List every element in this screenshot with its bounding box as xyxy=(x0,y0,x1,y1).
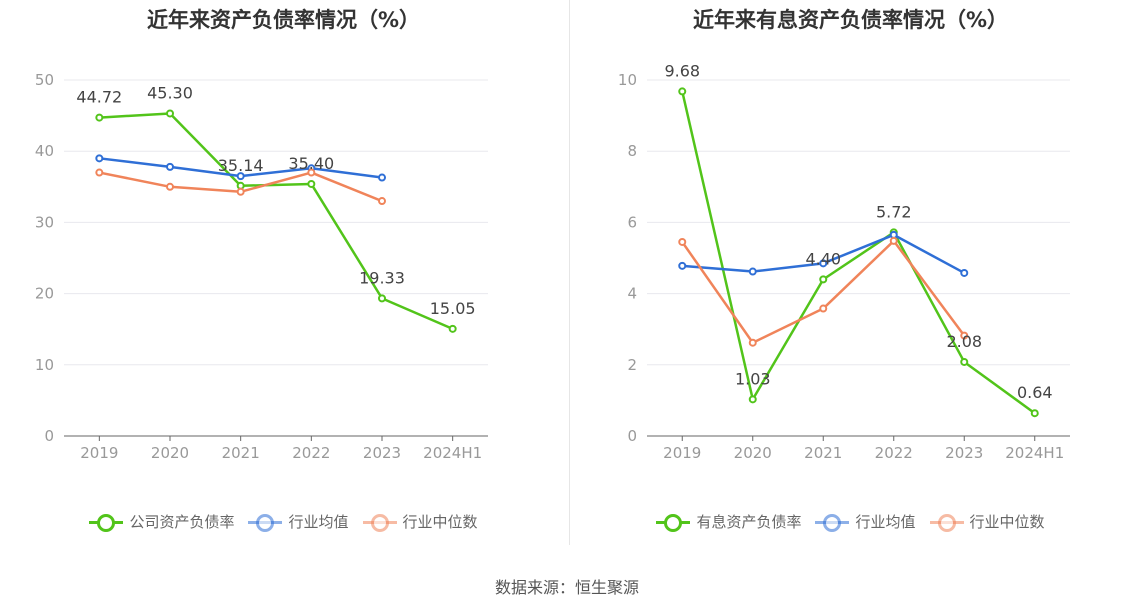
y-tick-label: 10 xyxy=(618,71,637,89)
x-tick-label: 2019 xyxy=(80,444,118,462)
legend-label: 有息资产负债率 xyxy=(696,513,802,531)
y-tick-label: 4 xyxy=(627,285,637,303)
data-label: 19.33 xyxy=(359,268,405,287)
legend-item[interactable]: 行业均值 xyxy=(815,511,916,532)
legend-marker-icon xyxy=(815,512,850,532)
data-label: 15.05 xyxy=(430,299,476,318)
series-line xyxy=(681,91,1036,415)
x-tick-label: 2019 xyxy=(663,444,701,462)
data-label: 9.68 xyxy=(664,61,700,80)
data-point xyxy=(1030,409,1039,418)
data-point xyxy=(448,324,457,333)
data-label: 35.40 xyxy=(288,154,334,173)
legend-marker-icon xyxy=(89,512,124,532)
chart-legend: 有息资产负债率 行业均值 行业中位数 xyxy=(567,511,1134,532)
data-point xyxy=(678,237,687,246)
legend-item[interactable]: 行业中位数 xyxy=(929,511,1045,532)
data-label: 0.64 xyxy=(1017,383,1053,402)
x-tick-label: 2024H1 xyxy=(423,444,482,462)
y-tick-label: 0 xyxy=(627,427,637,445)
data-label: 44.72 xyxy=(76,88,122,107)
legend-marker-icon xyxy=(248,512,283,532)
data-point xyxy=(748,338,757,347)
data-point xyxy=(819,304,828,313)
x-tick-label: 2023 xyxy=(945,444,983,462)
chart-panel-left: 近年来资产负债率情况（%） 0 10 20 30 40 50 2019 2020 2021 202… xyxy=(0,0,567,560)
y-tick-label: 0 xyxy=(44,427,54,445)
series-line xyxy=(99,112,454,330)
chart-panel-right: 近年来有息资产负债率情况（%） 0 2 4 6 8 10 2019 2020 2021 2022 2… xyxy=(567,0,1134,560)
data-point xyxy=(678,261,687,270)
y-tick-label: 2 xyxy=(627,356,637,374)
legend-label: 行业中位数 xyxy=(969,513,1045,531)
data-point xyxy=(960,331,969,340)
legend-label: 行业均值 xyxy=(288,513,349,531)
legend-item[interactable]: 有息资产负债率 xyxy=(656,511,801,532)
data-label: 1.03 xyxy=(735,369,771,388)
data-point xyxy=(819,275,828,284)
x-tick-label: 2021 xyxy=(222,444,260,462)
x-tick-label: 2020 xyxy=(151,444,189,462)
data-label: 4.40 xyxy=(805,249,841,268)
x-tick-label: 2020 xyxy=(734,444,772,462)
data-point xyxy=(819,259,828,268)
legend-item[interactable]: 行业均值 xyxy=(248,511,349,532)
data-point xyxy=(307,168,316,177)
data-point xyxy=(678,87,687,96)
data-label: 45.30 xyxy=(147,83,193,102)
y-tick-label: 30 xyxy=(35,213,54,231)
chart-legend: 公司资产负债率 行业均值 行业中位数 xyxy=(0,511,567,532)
legend-label: 行业均值 xyxy=(855,513,916,531)
x-tick-label: 2024H1 xyxy=(1005,444,1064,462)
data-label: 35.14 xyxy=(218,156,264,175)
data-point xyxy=(748,267,757,276)
data-point xyxy=(960,357,969,366)
data-label: 2.08 xyxy=(946,332,982,351)
data-point xyxy=(166,109,174,118)
data-point xyxy=(378,173,386,182)
data-point xyxy=(166,162,174,171)
y-tick-label: 40 xyxy=(35,142,54,160)
legend-item[interactable]: 行业中位数 xyxy=(362,511,478,532)
data-point xyxy=(166,182,174,191)
x-tick-label: 2021 xyxy=(804,444,842,462)
x-tick-label: 2022 xyxy=(292,444,330,462)
data-point xyxy=(236,187,245,196)
y-tick-label: 10 xyxy=(35,356,54,374)
data-point xyxy=(95,154,104,163)
y-tick-label: 8 xyxy=(627,142,637,160)
x-tick-label: 2022 xyxy=(875,444,913,462)
data-point xyxy=(889,236,898,245)
panel-divider xyxy=(569,0,570,545)
data-label: 5.72 xyxy=(876,202,912,221)
data-point xyxy=(378,197,386,206)
data-point xyxy=(236,172,245,181)
chart-title: 近年来有息资产负债率情况（%） xyxy=(692,8,1009,32)
legend-label: 行业中位数 xyxy=(402,513,478,531)
x-tick-label: 2023 xyxy=(363,444,401,462)
data-point xyxy=(95,113,104,122)
legend-marker-icon xyxy=(656,512,691,532)
chart-title: 近年来资产负债率情况（%） xyxy=(146,8,421,32)
y-tick-label: 6 xyxy=(627,213,637,231)
data-point xyxy=(307,179,316,188)
data-point xyxy=(95,168,104,177)
legend-label: 公司资产负债率 xyxy=(129,513,235,531)
chart-plot: 0 10 20 30 40 50 2019 2020 2021 2022 2023 2024H1 44.… xyxy=(35,71,488,462)
y-tick-label: 20 xyxy=(35,285,54,303)
data-source-label: 数据来源：恒生聚源 xyxy=(494,578,639,597)
legend-marker-icon xyxy=(929,512,964,532)
legend-marker-icon xyxy=(362,512,397,532)
legend-item[interactable]: 公司资产负债率 xyxy=(89,511,234,532)
data-point xyxy=(748,395,757,404)
chart-plot: 0 2 4 6 8 10 2019 2020 2021 2022 2023 2024H1 9.68 1.0… xyxy=(618,61,1070,462)
data-point xyxy=(960,268,969,277)
data-point xyxy=(378,294,386,303)
y-tick-label: 50 xyxy=(35,71,54,89)
